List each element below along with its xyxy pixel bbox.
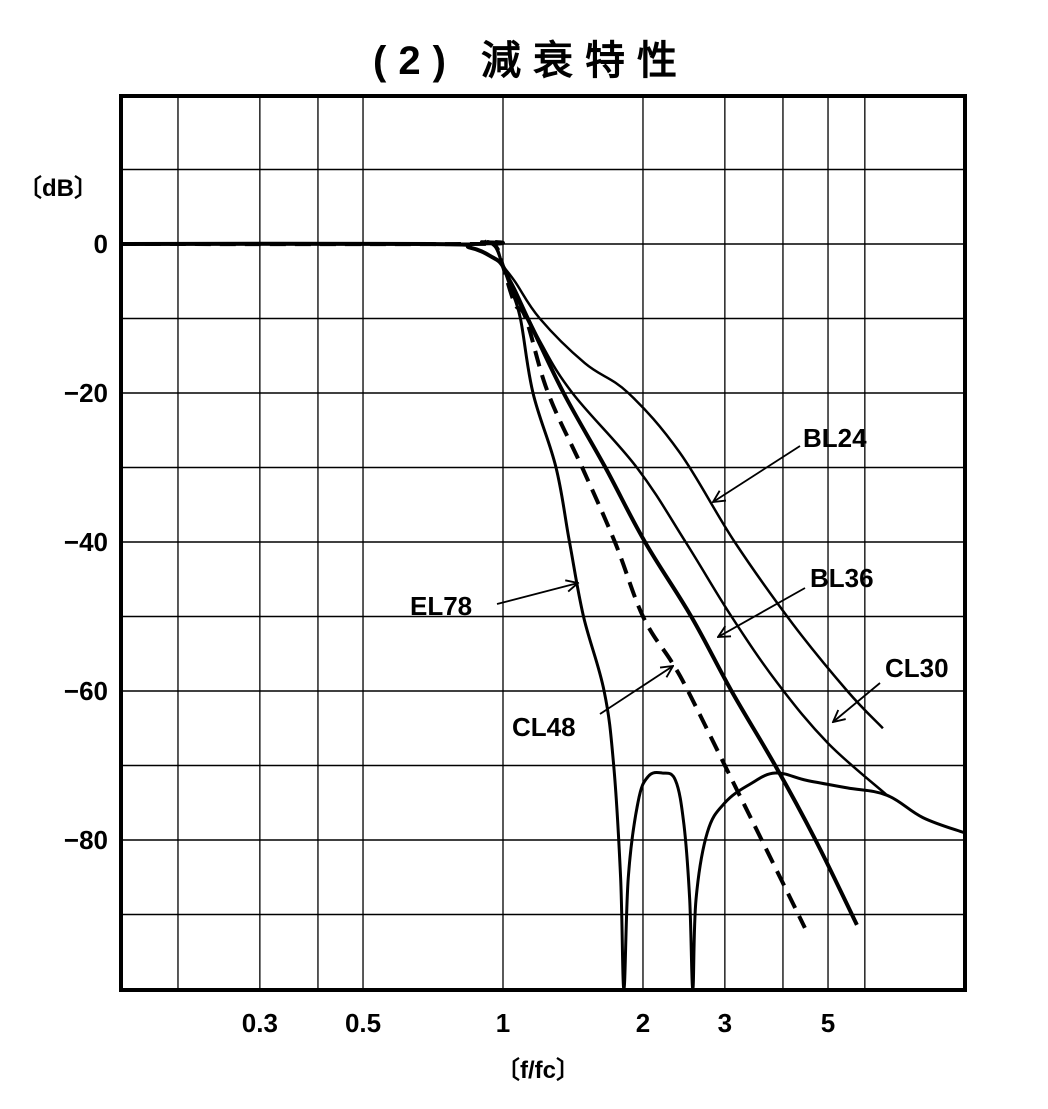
- x-tick-label: 1: [496, 1008, 510, 1038]
- y-tick-label: −20: [64, 378, 108, 408]
- y-axis-ticks: 0 −20 −40 −60 −80: [64, 229, 108, 855]
- x-tick-label: 0.5: [345, 1008, 381, 1038]
- x-axis-ticks: 0.3 0.5 1 2 3 5: [242, 1008, 835, 1038]
- y-tick-label: −80: [64, 825, 108, 855]
- arrow-el78: [496, 583, 578, 605]
- arrow-bl36: [718, 587, 806, 637]
- label-bl24: BL24: [803, 423, 867, 453]
- y-tick-label: −40: [64, 527, 108, 557]
- label-bl36: BL36: [810, 563, 874, 593]
- x-axis-label: 〔f/fc〕: [496, 1057, 580, 1084]
- grid-lines: [121, 96, 965, 990]
- arrow-bl24: [713, 445, 801, 502]
- y-axis-label: 〔dB〕: [18, 175, 98, 202]
- y-tick-label: 0: [94, 229, 108, 259]
- curves: [121, 239, 965, 990]
- plot-frame: [119, 94, 967, 992]
- x-tick-label: 5: [821, 1008, 835, 1038]
- y-tick-label: −60: [64, 676, 108, 706]
- arrow-cl48: [599, 666, 673, 715]
- curve-bl24: [121, 242, 884, 730]
- x-tick-label: 2: [636, 1008, 650, 1038]
- curve-cl48: [121, 239, 807, 929]
- label-el78: EL78: [410, 591, 472, 621]
- label-cl30: CL30: [885, 653, 949, 683]
- x-tick-label: 3: [718, 1008, 732, 1038]
- arrow-cl30: [833, 682, 881, 722]
- curve-bl36: [121, 241, 859, 926]
- label-cl48: CL48: [512, 712, 576, 742]
- curve-el78: [121, 240, 965, 990]
- curve-annotations: BL24 BL36 CL30 EL78 CL48: [410, 423, 949, 742]
- x-tick-label: 0.3: [242, 1008, 278, 1038]
- chart-title: (2) 減衰特性: [373, 39, 689, 83]
